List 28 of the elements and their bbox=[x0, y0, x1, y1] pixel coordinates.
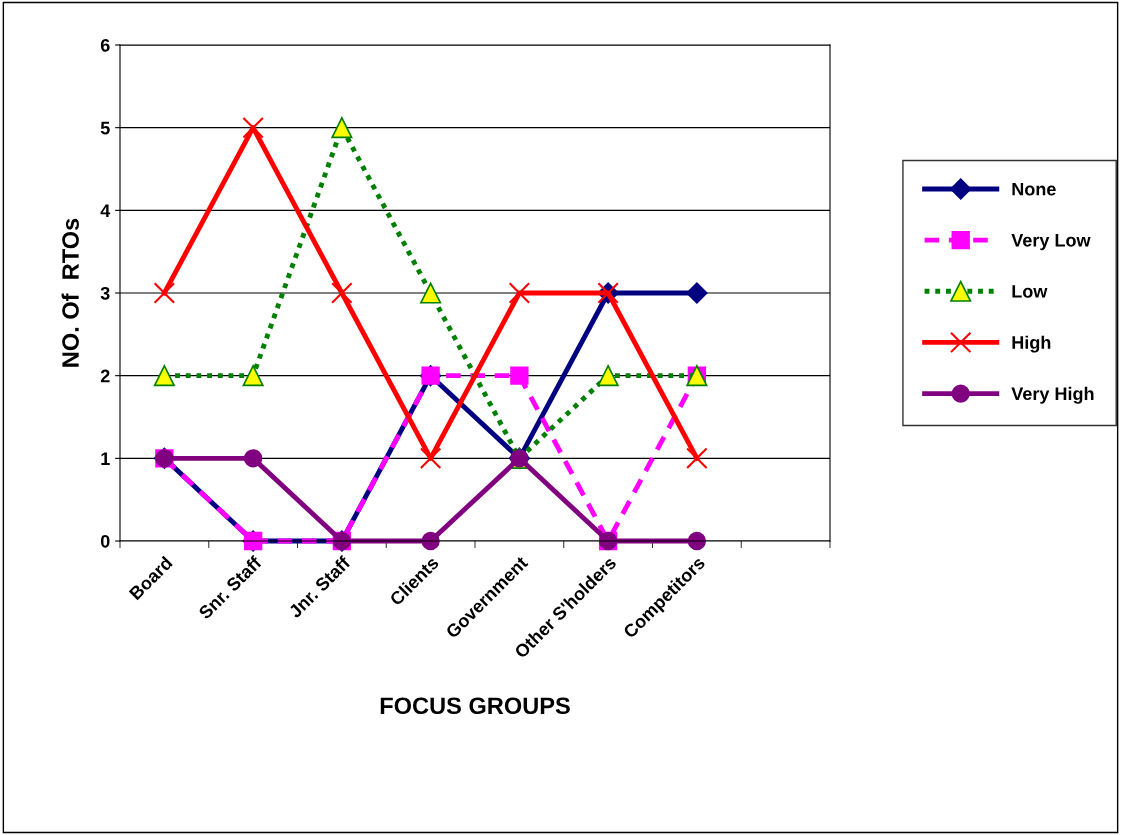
x-axis-title: FOCUS GROUPS bbox=[380, 697, 570, 715]
y-tick-label: 0 bbox=[100, 534, 110, 548]
point bbox=[597, 365, 619, 387]
legend-label: Very Low bbox=[1011, 234, 1091, 251]
point bbox=[153, 365, 175, 387]
point bbox=[153, 282, 176, 304]
point bbox=[242, 365, 264, 387]
legend-label: None bbox=[1012, 182, 1056, 196]
point bbox=[420, 282, 442, 304]
y-tick-label: 5 bbox=[100, 121, 110, 135]
legend-label: Low bbox=[1012, 285, 1048, 298]
y-tick-label: 1 bbox=[101, 452, 110, 465]
y-tick-label: 3 bbox=[100, 286, 110, 300]
y-axis-title: NO. Of RTOs bbox=[61, 218, 79, 367]
point bbox=[508, 282, 531, 304]
point bbox=[686, 447, 708, 470]
y-tick-label: 2 bbox=[100, 369, 110, 383]
point bbox=[510, 366, 529, 385]
y-tick-label: 6 bbox=[100, 38, 110, 52]
y-tick-label: 4 bbox=[100, 204, 111, 217]
point bbox=[331, 117, 353, 139]
point bbox=[243, 449, 263, 468]
legend-label: High bbox=[1012, 335, 1051, 353]
point bbox=[419, 447, 442, 470]
point bbox=[331, 282, 353, 304]
point bbox=[686, 282, 708, 304]
point bbox=[242, 116, 264, 139]
legend-label: Very High bbox=[1011, 386, 1094, 404]
